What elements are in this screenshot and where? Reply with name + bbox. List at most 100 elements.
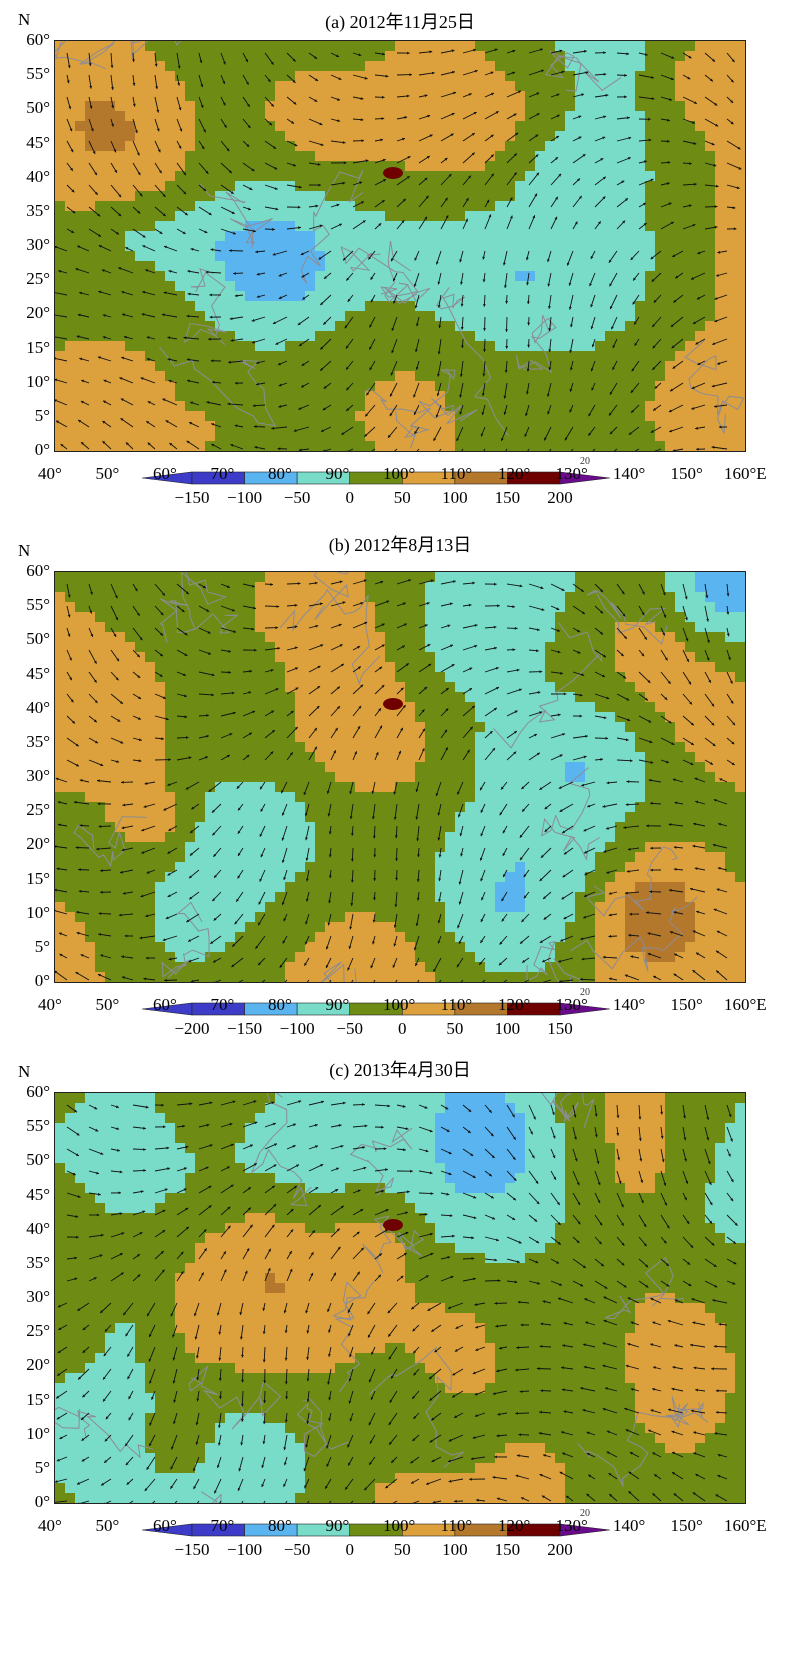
lon-tick-label: 60° [153, 464, 177, 483]
colorbar-label: 150 [547, 1019, 573, 1038]
coastline [552, 1093, 579, 1123]
colorbar-label: 150 [494, 488, 521, 507]
lon-tick-label: 60° [153, 995, 177, 1014]
lat-tick-label: 60° [26, 561, 50, 580]
marker [383, 698, 403, 710]
coastline [183, 268, 227, 345]
map-area [54, 40, 746, 452]
panel-title: (a) 2012年11月25日 [325, 12, 475, 32]
lon-tick-label: 90° [325, 464, 350, 483]
lat-tick-label: 40° [26, 1218, 50, 1238]
lat-tick-label: 15° [26, 1389, 50, 1409]
lat-tick-label: 35° [26, 1252, 50, 1272]
lat-axis-label: N [18, 10, 31, 29]
colorbar-label: −150 [227, 1019, 263, 1038]
wind-vectors [55, 48, 742, 451]
coastline [540, 767, 601, 861]
lon-tick-label: 120° [498, 1516, 531, 1535]
lon-tick-label: 140° [613, 1516, 646, 1535]
lon-tick-label: 110° [440, 1516, 473, 1535]
colorbar-label: 0 [398, 1019, 407, 1038]
coastline [55, 41, 116, 70]
lat-tick-label: 15° [26, 868, 50, 888]
lat-tick-label: 10° [26, 902, 50, 922]
lat-tick-label: 40° [26, 697, 50, 717]
lat-tick-label: 30° [26, 766, 50, 785]
map-plot [55, 41, 745, 451]
lat-tick-label: 5° [34, 1457, 50, 1477]
lat-tick-label: 20° [26, 1355, 50, 1375]
lon-tick-label: 80° [268, 1516, 292, 1535]
colorbar-label: 0 [345, 488, 354, 507]
lon-tick-label: 160°E [724, 464, 767, 483]
lat-tick-label: 55° [26, 64, 50, 84]
colorbar-label: −200 [174, 1019, 210, 1038]
lon-tick-label: 50° [95, 1516, 120, 1535]
colorbar-graphic [142, 1523, 610, 1537]
lat-tick-label: 15° [26, 337, 50, 357]
lon-tick-label: 50° [95, 995, 120, 1014]
panel-title: (c) 2013年4月30日 [329, 1060, 471, 1080]
coastline [364, 387, 431, 449]
colorbar-label: −150 [174, 1540, 210, 1559]
colorbar-label: 150 [494, 1540, 521, 1559]
coastline [362, 1215, 425, 1274]
colorbar-label: 100 [442, 488, 468, 507]
colorbar-label: −50 [283, 488, 311, 507]
lon-tick-label: 110° [440, 464, 473, 483]
colorbar-label: 100 [494, 1019, 521, 1038]
coastline [340, 246, 419, 298]
panel-c: (c) 2013年4月30日 N −150 −100 −50 0 50 100 150 200… [0, 1052, 800, 1669]
lat-tick-label: 55° [26, 595, 50, 615]
lat-tick-label: 55° [26, 1116, 50, 1136]
colorbar-high-arrow [559, 1002, 610, 1016]
lat-tick-label: 60° [26, 1082, 50, 1101]
lat-tick-label: 45° [26, 663, 50, 683]
lat-tick-label: 30° [26, 235, 50, 254]
lon-tick-label: 80° [268, 464, 292, 483]
lat-tick-label: 25° [26, 800, 50, 820]
lon-tick-label: 50° [95, 464, 120, 483]
colorbar-label: −100 [227, 488, 263, 507]
coastline [161, 901, 210, 979]
colorbar-label: −50 [283, 1540, 311, 1559]
lat-tick-label: 40° [26, 166, 50, 186]
coastline [279, 588, 380, 686]
wind-vectors [55, 579, 736, 982]
lat-tick-label: 0° [34, 1492, 50, 1511]
coastline [159, 346, 277, 427]
marker [383, 1219, 403, 1231]
lat-tick-label: 35° [26, 200, 50, 220]
lat-axis-label: N [18, 1062, 31, 1081]
coastline [199, 183, 273, 249]
coastline [577, 1411, 709, 1487]
coastline [586, 589, 668, 645]
colorbar-label: 50 [393, 1540, 411, 1559]
lon-tick-label: 100° [383, 1516, 416, 1535]
map-plot [55, 1093, 745, 1503]
coastline [313, 572, 349, 621]
wind-vectors [55, 1100, 738, 1503]
lat-tick-label: 20° [26, 303, 50, 323]
lon-tick-label: 160°E [724, 1516, 767, 1535]
lat-tick-label: 10° [26, 1423, 50, 1443]
coastline [418, 368, 478, 425]
colorbar: −200 −150 −100 −50 0 50 100 150 20 [142, 987, 610, 1049]
map-area [54, 1092, 746, 1504]
lon-tick-label: 70° [210, 464, 235, 483]
colorbar-graphic [142, 1002, 610, 1016]
lat-tick-label: 30° [26, 1287, 50, 1306]
lat-tick-label: 5° [34, 936, 50, 956]
lat-tick-label: 25° [26, 269, 50, 289]
coastline [493, 622, 603, 749]
coastline [180, 572, 227, 629]
lon-tick-label: 150° [670, 995, 703, 1014]
panel-a: (a) 2012年11月25日 N −150 −100 −50 0 50 100 150 20… [0, 0, 800, 520]
lon-tick-label: 140° [613, 464, 646, 483]
lat-tick-label: 45° [26, 132, 50, 152]
colorbar-high-arrow [559, 1523, 610, 1537]
lat-tick-label: 35° [26, 731, 50, 751]
coastline [332, 1280, 375, 1393]
lat-tick-label: 50° [26, 1150, 50, 1170]
lon-tick-label: 90° [325, 1516, 350, 1535]
